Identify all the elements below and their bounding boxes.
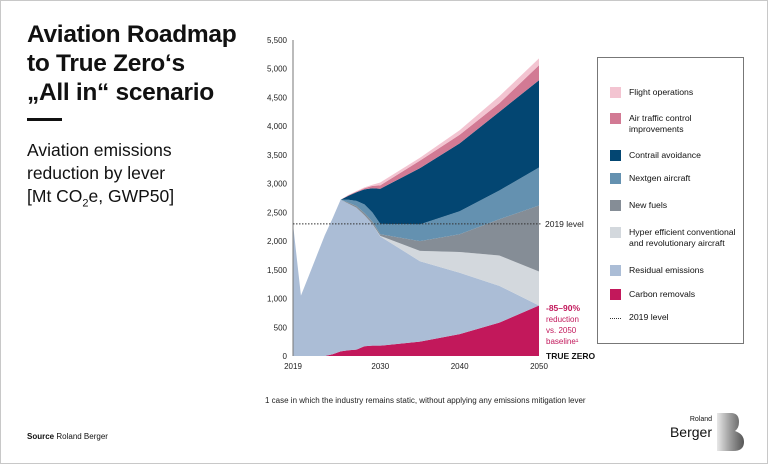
legend-label: Residual emissions: [629, 265, 704, 275]
y-tick-label: 3,000: [267, 180, 288, 189]
legend-swatch: [610, 289, 621, 300]
page-title: Aviation Roadmap to True Zero‘s „All in“…: [27, 20, 237, 107]
legend-item-hyper-efficient: Hyper efficient conventional and revolut…: [610, 227, 745, 249]
logo-b-mark: [717, 413, 744, 451]
reduction-percent: -85–90%: [546, 303, 580, 313]
x-tick-label: 2019: [284, 362, 302, 371]
area-flight-operations: [293, 58, 539, 296]
legend-item-nextgen-aircraft: Nextgen aircraft: [610, 173, 690, 184]
legend-swatch: [610, 150, 621, 161]
y-tick-label: 4,000: [267, 122, 288, 131]
source: Source Roland Berger: [27, 432, 108, 441]
y-tick-label: 1,500: [267, 266, 288, 275]
legend-label: Carbon removals: [629, 289, 696, 299]
legend-swatch: [610, 265, 621, 276]
y-tick-label: 1,000: [267, 295, 288, 304]
true-zero-label: TRUE ZERO: [546, 351, 596, 361]
reference-line-label: 2019 level: [545, 219, 584, 229]
area-contrail-avoidance: [293, 80, 539, 296]
legend-item-contrail-avoidance: Contrail avoidance: [610, 150, 701, 161]
legend-swatch: [610, 227, 621, 238]
y-tick-label: 5,500: [267, 36, 288, 45]
legend-label: New fuels: [629, 200, 668, 210]
reduction-label: baseline¹: [546, 337, 579, 346]
roland-berger-logo: Roland Berger: [670, 413, 746, 453]
legend-label: Air traffic control improvements: [629, 113, 692, 134]
legend-item-new-fuels: New fuels: [610, 200, 667, 211]
legend-item-air-traffic-control: Air traffic control improvements: [610, 113, 735, 135]
legend-label: Flight operations: [629, 87, 694, 97]
legend-label: Nextgen aircraft: [629, 173, 691, 183]
title-line: Aviation Roadmap: [27, 21, 237, 48]
y-tick-label: 500: [274, 323, 288, 332]
legend-swatch: [610, 113, 621, 124]
unit-text: [Mt CO: [27, 186, 83, 206]
area-hyper-efficient-conventional-and-revolutionary-aircraft: [293, 199, 539, 306]
legend-item-2019-level: 2019 level: [610, 312, 669, 323]
y-tick-label: 3,500: [267, 151, 288, 160]
subtitle-line: reduction by lever: [27, 163, 166, 183]
footnote: 1 case in which the industry remains sta…: [265, 396, 586, 405]
x-tick-label: 2030: [371, 362, 389, 371]
area-new-fuels: [293, 199, 539, 296]
legend-swatch: [610, 87, 621, 98]
title-line: to True Zero‘s: [27, 50, 185, 77]
legend-label: Hyper efficient conventional and revolut…: [629, 227, 736, 248]
y-tick-label: 2,000: [267, 237, 288, 246]
subtitle-line: Aviation emissions: [27, 140, 172, 160]
logo-text: Roland: [689, 416, 712, 423]
x-tick-label: 2040: [451, 362, 469, 371]
area-carbon-removals: [293, 305, 539, 356]
area-nextgen-aircraft: [293, 167, 539, 296]
y-tick-label: 4,500: [267, 93, 288, 102]
reduction-label: reduction: [546, 315, 579, 324]
logo-text: Berger: [669, 424, 712, 440]
area-residual-emissions: [293, 199, 539, 356]
legend-item-flight-operations: Flight operations: [610, 87, 693, 98]
title-divider: [27, 118, 62, 121]
x-tick-label: 2050: [530, 362, 548, 371]
legend-swatch: [610, 200, 621, 211]
legend-label: 2019 level: [629, 312, 669, 322]
reduction-label: vs. 2050: [546, 326, 577, 335]
y-tick-label: 0: [283, 352, 288, 361]
legend-label: Contrail avoidance: [629, 150, 701, 160]
unit-subscript: 2: [82, 197, 89, 210]
title-line: „All in“ scenario: [27, 79, 214, 106]
legend-item-residual-emissions: Residual emissions: [610, 265, 704, 276]
legend-item-carbon-removals: Carbon removals: [610, 289, 695, 300]
source-label: Source: [27, 432, 55, 441]
legend-swatch: [610, 173, 621, 184]
y-tick-label: 2,500: [267, 208, 288, 217]
unit-text: e, GWP50]: [88, 186, 175, 206]
subtitle-line: [Mt CO2e, GWP50]: [27, 185, 174, 216]
subtitle: Aviation emissions reduction by lever [M…: [27, 139, 174, 216]
source-text: Roland Berger: [56, 432, 108, 441]
y-tick-label: 5,000: [267, 65, 288, 74]
area-air-traffic-control-improvements: [293, 65, 539, 296]
legend: Flight operations Air traffic control im…: [597, 57, 744, 344]
legend-dotted-line: [610, 312, 621, 319]
